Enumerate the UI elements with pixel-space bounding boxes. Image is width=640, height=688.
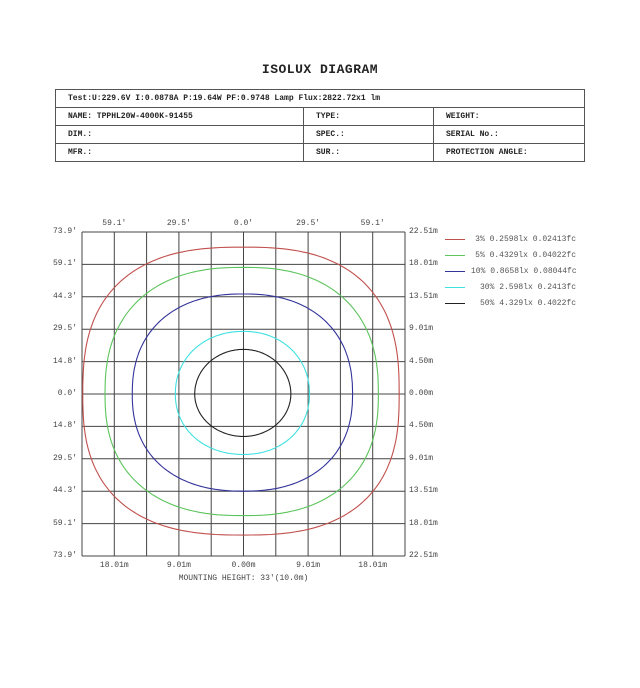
bottom-tick-label: 18.01m <box>358 561 388 570</box>
right-tick-label: 13.51m <box>409 291 438 301</box>
legend-label: 3% 0.2598lx 0.02413fc <box>475 234 576 244</box>
top-tick-label: 29.5' <box>296 219 321 228</box>
left-tick-label: 29.5' <box>52 453 77 463</box>
left-tick-label: 59.1' <box>52 259 77 269</box>
left-tick-label: 29.5' <box>52 324 77 334</box>
legend-swatch <box>445 287 465 289</box>
left-tick-label: 73.9' <box>52 227 77 236</box>
right-tick-label: 9.01m <box>409 453 434 463</box>
isolux-contour-4 <box>194 348 292 438</box>
bottom-tick-label: 0.00m <box>231 561 256 570</box>
protection-angle-cell: PROTECTION ANGLE: <box>433 143 585 162</box>
legend-item: 5% 0.4329lx 0.04022fc <box>445 247 576 263</box>
legend-item: 10% 0.8658lx 0.08044fc <box>445 263 577 279</box>
right-tick-label: 4.50m <box>409 356 434 366</box>
top-tick-label: 0.0' <box>233 219 254 228</box>
info-table: Test:U:229.6V I:0.0878A P:19.64W PF:0.97… <box>55 89 585 162</box>
legend-label: 10% 0.8658lx 0.08044fc <box>471 266 577 276</box>
mounting-height-label: MOUNTING HEIGHT: 33'(10.0m) <box>178 574 309 583</box>
top-tick-label: 59.1' <box>102 219 127 228</box>
top-tick-label: 29.5' <box>166 219 191 228</box>
bottom-tick-label: 9.01m <box>166 561 191 570</box>
right-tick-label: 0.00m <box>409 389 434 398</box>
left-tick-label: 73.9' <box>52 551 77 560</box>
left-tick-label: 14.8' <box>52 356 77 366</box>
isolux-contour-0 <box>82 246 400 536</box>
legend-label: 30% 2.598lx 0.2413fc <box>479 283 576 293</box>
left-tick-label: 44.3' <box>52 486 77 496</box>
right-tick-label: 9.01m <box>409 324 434 334</box>
bottom-tick-label: 18.01m <box>99 561 129 570</box>
right-tick-label: 13.51m <box>409 486 438 496</box>
bottom-tick-label: 9.01m <box>296 561 321 570</box>
legend-item: 50% 4.329lx 0.4022fc <box>445 296 576 312</box>
diagram-title: ISOLUX DIAGRAM <box>261 62 379 77</box>
legend-item: 3% 0.2598lx 0.02413fc <box>445 231 576 247</box>
left-tick-label: 44.3' <box>52 291 77 301</box>
right-tick-label: 4.50m <box>409 421 434 431</box>
legend: 3% 0.2598lx 0.02413fc 5% 0.4329lx 0.04022… <box>445 231 577 312</box>
right-tick-label: 18.01m <box>409 259 438 269</box>
isolux-contour-3 <box>174 330 311 456</box>
legend-label: 5% 0.4329lx 0.04022fc <box>475 250 576 260</box>
top-tick-label: 59.1' <box>360 219 385 228</box>
mfr-cell: MFR.: <box>55 143 304 162</box>
right-tick-label: 22.51m <box>409 227 438 236</box>
left-tick-label: 59.1' <box>52 518 77 528</box>
legend-label: 50% 4.329lx 0.4022fc <box>479 299 576 309</box>
legend-swatch <box>445 303 465 305</box>
left-tick-label: 0.0' <box>57 389 77 398</box>
legend-swatch <box>445 238 465 240</box>
legend-swatch <box>445 254 465 256</box>
right-tick-label: 18.01m <box>409 518 438 528</box>
isolux-contour-2 <box>131 293 354 492</box>
left-tick-label: 14.8' <box>52 421 77 431</box>
legend-item: 30% 2.598lx 0.2413fc <box>445 280 576 296</box>
isolux-contour-1 <box>104 266 379 517</box>
legend-swatch <box>445 270 465 272</box>
right-tick-label: 22.51m <box>409 551 438 560</box>
